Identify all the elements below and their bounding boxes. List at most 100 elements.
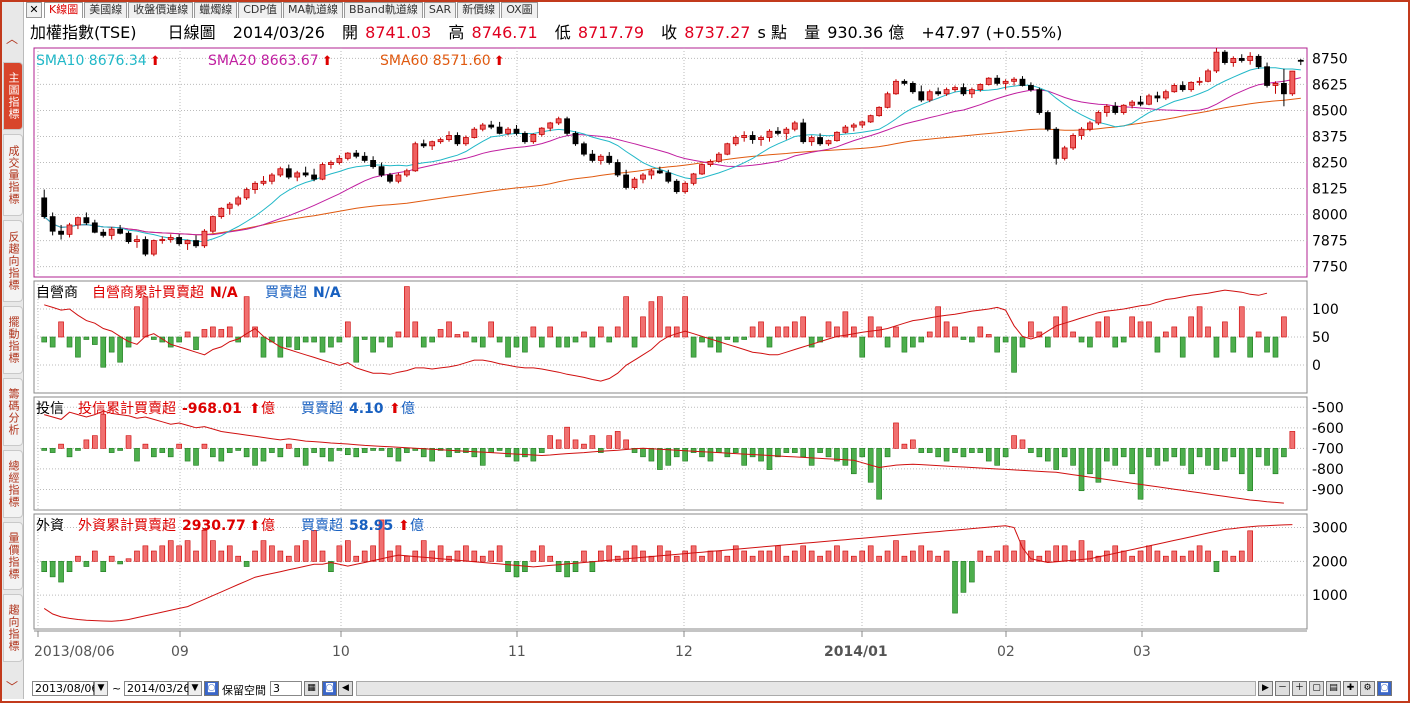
tab-new-price[interactable]: 新價線 bbox=[457, 2, 501, 18]
sub-tick-label: -800 bbox=[1312, 462, 1344, 478]
open-label: 開 bbox=[342, 23, 359, 42]
net-bar bbox=[935, 306, 941, 338]
net-bar bbox=[893, 540, 899, 562]
tab-ma-band[interactable]: MA軌道線 bbox=[283, 2, 344, 18]
scroll-right-icon[interactable]: ▶ bbox=[1258, 681, 1273, 696]
net-bar bbox=[488, 550, 494, 562]
x-tick-label: 11 bbox=[508, 644, 526, 660]
cum-unit: 億 bbox=[261, 401, 275, 417]
net-bar bbox=[522, 448, 528, 458]
tab-bband[interactable]: BBand軌道線 bbox=[344, 2, 423, 18]
sidebar-item-trend[interactable]: 趨向指標 bbox=[3, 594, 23, 662]
tab-close-icon[interactable]: ✕ bbox=[26, 2, 42, 18]
calculator-icon[interactable]: ▦ bbox=[304, 681, 319, 696]
net-bar bbox=[58, 321, 64, 338]
net-bar bbox=[1281, 316, 1287, 338]
net-bar bbox=[926, 550, 933, 562]
tab-sar[interactable]: SAR bbox=[423, 2, 457, 18]
candle-body bbox=[775, 130, 781, 134]
net-bar bbox=[682, 448, 688, 462]
net-bar bbox=[319, 336, 326, 353]
net-bar bbox=[336, 336, 343, 343]
tab-candle[interactable]: 蠟燭線 bbox=[194, 2, 238, 18]
cumulative-line bbox=[43, 524, 1293, 622]
net-bar bbox=[395, 545, 402, 562]
tab-ox[interactable]: OX圖 bbox=[501, 2, 538, 18]
candle-body bbox=[808, 137, 815, 143]
horizontal-scrollbar[interactable] bbox=[356, 681, 1256, 696]
crosshair-icon[interactable]: ✚ bbox=[1343, 681, 1358, 696]
net-bar bbox=[302, 336, 309, 343]
net-bar bbox=[285, 555, 292, 562]
net-bar bbox=[1255, 331, 1262, 338]
candle-body bbox=[530, 133, 537, 143]
net-bar bbox=[345, 321, 351, 338]
candle-body bbox=[209, 216, 216, 232]
net-bar bbox=[1137, 550, 1144, 562]
sidebar-up-arrow-icon[interactable]: ︿ bbox=[6, 32, 19, 46]
tab-close-price-line[interactable]: 收盤價連線 bbox=[128, 2, 194, 18]
cum-unit: 億 bbox=[261, 518, 275, 534]
net-bar bbox=[842, 448, 849, 466]
sidebar-item-volume-price[interactable]: 量價指標 bbox=[3, 522, 23, 590]
net-value: 4.10 bbox=[349, 401, 384, 417]
sidebar-item-chips-analysis[interactable]: 籌碼分析 bbox=[3, 378, 23, 446]
scroll-left-icon[interactable]: ◀ bbox=[338, 681, 353, 696]
candle-body bbox=[724, 143, 731, 155]
net-bar bbox=[1087, 336, 1093, 348]
net-bar bbox=[707, 550, 714, 562]
net-bar bbox=[429, 336, 435, 343]
price-tick-label: 8125 bbox=[1312, 182, 1348, 198]
zoom-out-icon[interactable]: － bbox=[1275, 681, 1290, 696]
net-bar bbox=[479, 555, 486, 562]
net-bar bbox=[117, 561, 123, 565]
export-icon[interactable]: ◙ bbox=[1377, 681, 1392, 696]
net-bar bbox=[741, 550, 747, 562]
sidebar-item-macro-indicator[interactable]: 總經指標 bbox=[3, 450, 23, 518]
net-bar bbox=[969, 336, 975, 343]
net-bar bbox=[1078, 540, 1085, 562]
layout-icon[interactable]: ▤ bbox=[1326, 681, 1341, 696]
net-bar bbox=[1222, 321, 1228, 338]
tab-cdp[interactable]: CDP值 bbox=[238, 2, 283, 18]
apply-icon[interactable]: ◙ bbox=[322, 681, 337, 696]
net-bar bbox=[1120, 550, 1127, 562]
net-bar bbox=[1002, 448, 1009, 458]
up-arrow-icon: ⬆ bbox=[494, 54, 505, 69]
net-bar bbox=[859, 550, 866, 562]
net-bar bbox=[41, 448, 48, 451]
sidebar-down-arrow-icon[interactable]: ﹀ bbox=[6, 680, 19, 694]
query-icon[interactable]: ◙ bbox=[204, 681, 219, 696]
sma10-line bbox=[43, 67, 1301, 243]
date-from-dropdown-icon[interactable]: ▼ bbox=[94, 681, 108, 696]
reserve-space-input[interactable]: 3 bbox=[270, 681, 302, 696]
net-bar bbox=[581, 443, 587, 449]
net-bar bbox=[336, 545, 343, 562]
x-axis: 2013/08/06 09 10 11 12 2014/01 02 03 bbox=[34, 630, 1307, 660]
net-bar bbox=[926, 331, 933, 338]
net-bar bbox=[142, 296, 149, 338]
sidebar-item-volume-indicator[interactable]: 成交量指標 bbox=[3, 134, 23, 216]
net-bar bbox=[252, 550, 258, 562]
net-bar bbox=[210, 448, 216, 458]
frame-icon[interactable]: ▢ bbox=[1309, 681, 1324, 696]
quote-info-line: 加權指數(TSE) 日線圖 2014/03/26 開 8741.03 高 874… bbox=[30, 22, 1064, 44]
sidebar-item-main-indicator[interactable]: 主圖指標 bbox=[3, 62, 23, 130]
net-bar bbox=[437, 329, 444, 338]
sidebar-item-reverse-trend[interactable]: 反趨向指標 bbox=[3, 220, 23, 302]
net-bar bbox=[226, 545, 233, 562]
net-bar bbox=[749, 448, 756, 458]
net-bar bbox=[1213, 336, 1220, 358]
zoom-in-icon[interactable]: ＋ bbox=[1292, 681, 1307, 696]
date-from-input[interactable]: 2013/08/06 bbox=[32, 681, 98, 696]
sidebar-item-oscillator[interactable]: 擺動指標 bbox=[3, 306, 23, 374]
net-bar bbox=[640, 550, 646, 562]
date-to-dropdown-icon[interactable]: ▼ bbox=[188, 681, 202, 696]
net-bar bbox=[800, 316, 807, 338]
settings-icon[interactable]: ⚙ bbox=[1360, 681, 1375, 696]
tab-kline[interactable]: K線圖 bbox=[44, 2, 84, 18]
tab-us-line[interactable]: 美國線 bbox=[84, 2, 128, 18]
net-bar bbox=[361, 550, 368, 562]
date-to-input[interactable]: 2014/03/26 bbox=[124, 681, 190, 696]
